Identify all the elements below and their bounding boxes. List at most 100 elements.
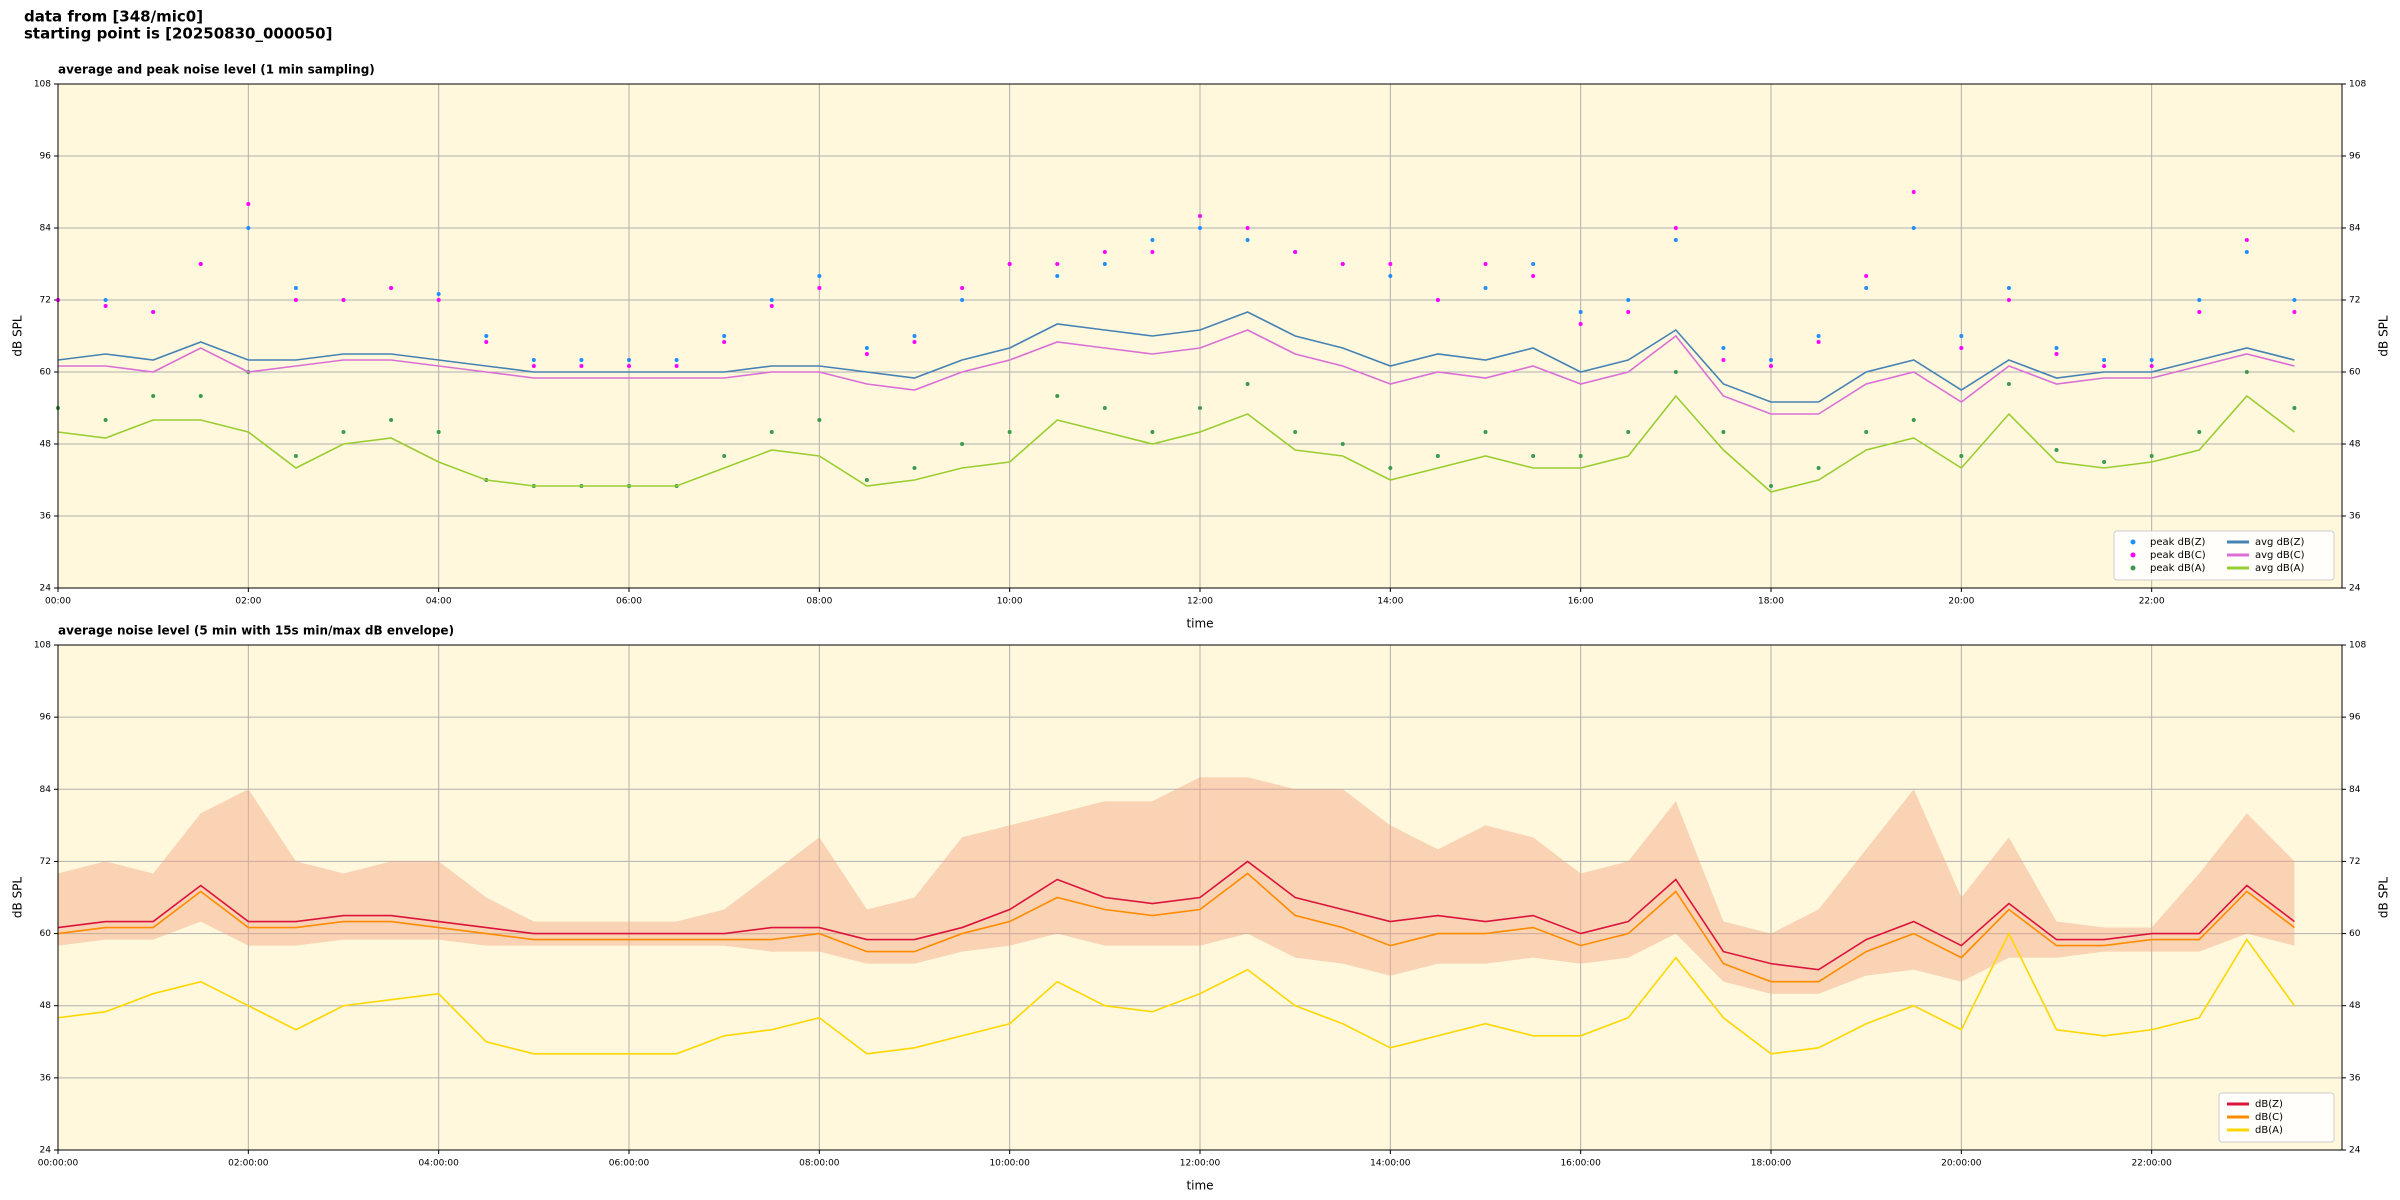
peak-dot [1340,442,1345,446]
y-tick-label: 108 [2349,641,2366,651]
legend-label: peak dB(Z) [2150,537,2206,548]
peak-dot [103,298,108,302]
peak-dot [2102,460,2107,464]
peak-dot [198,262,203,266]
series-line [58,329,2295,415]
y-tick-label: 108 [34,80,51,90]
x-tick-label: 06:00 [616,597,642,607]
y-tick-label: 96 [40,152,52,162]
peak-dot [674,364,679,368]
legend-label: peak dB(A) [2150,563,2206,574]
x-tick-label: 12:00:00 [1180,1159,1221,1169]
peak-dot [1721,430,1726,434]
peak-dot [1245,238,1250,242]
legend-marker [2130,539,2136,545]
peak-dot [1483,262,1488,266]
y-tick-label: 72 [2349,857,2360,867]
y-tick-label: 96 [2349,152,2361,162]
y-tick-label: 48 [2349,1001,2361,1011]
peak-dot [1150,430,1155,434]
peak-dot [2197,310,2202,314]
peak-dot [1007,262,1012,266]
peak-dot [2197,430,2202,434]
y-tick-label: 84 [2349,785,2361,795]
chart-title: average noise level (5 min with 15s min/… [58,624,454,638]
peak-dot [1293,250,1298,254]
x-tick-label: 18:00 [1758,597,1784,607]
peak-dot [722,454,727,458]
peak-dot [722,334,727,338]
peak-dot [1959,346,1964,350]
peak-dot [960,286,965,290]
x-tick-label: 22:00:00 [2131,1159,2172,1169]
y-axis-label: dB SPL [2377,877,2391,919]
legend-label: peak dB(C) [2150,550,2206,561]
y-tick-label: 36 [2349,1073,2361,1083]
peak-dot [2006,382,2011,386]
legend-label: avg dB(A) [2255,563,2305,574]
plot-frame [57,83,2343,589]
x-tick-label: 10:00:00 [989,1159,1030,1169]
peak-dot [341,298,346,302]
peak-dot [912,466,917,470]
peak-dot [1435,454,1440,458]
peak-dot [627,364,631,368]
peak-dot [2102,358,2107,362]
y-axis-label: dB SPL [11,315,25,357]
peak-dot [1102,262,1107,266]
peak-dot [389,418,394,422]
peak-dot [1435,298,1440,302]
y-tick-label: 96 [40,713,52,723]
peak-dot [2292,310,2297,314]
series-line [57,860,2295,971]
peak-dot [1673,226,1678,230]
y-tick-label: 48 [40,1001,52,1011]
y-tick-label: 60 [40,929,52,939]
peak-dot [1626,310,1631,314]
peak-dot [1245,226,1250,230]
peak-dot [2054,448,2059,452]
y-tick-label: 36 [40,1073,52,1083]
peak-dot [531,364,536,368]
x-tick-label: 22:00 [2139,597,2165,607]
peak-dot [1769,484,1773,488]
y-tick-label: 84 [40,224,52,234]
legend-label: dB(C) [2255,1112,2283,1123]
y-tick-label: 36 [40,512,52,522]
x-tick-label: 04:00 [426,597,452,607]
peak-dot [2244,370,2249,374]
peak-dot [1769,358,1773,362]
peak-dot [436,298,441,302]
peak-dot [293,298,298,302]
peak-dot [1578,322,1583,326]
peak-dot [1864,286,1869,290]
peak-dot [1864,430,1869,434]
peak-dot [198,394,203,398]
peak-dot [627,358,631,362]
peak-dot [246,226,251,230]
y-tick-label: 72 [40,857,51,867]
peak-dot [2292,406,2297,410]
peak-dot [769,304,774,308]
peak-dot [579,364,584,368]
peak-dot [484,334,489,338]
peak-dot [1055,274,1060,278]
peak-dot [151,310,156,314]
legend-marker [2130,565,2136,571]
peak-dot [1721,346,1726,350]
y-tick-label: 72 [2349,296,2360,306]
legend-label: avg dB(C) [2255,550,2305,561]
peak-dot [1198,406,1202,410]
legend-label: dB(Z) [2255,1099,2283,1110]
x-tick-label: 20:00 [1948,597,1974,607]
peak-dot [2149,364,2154,368]
x-tick-label: 14:00:00 [1370,1159,1411,1169]
peak-dot [2244,238,2249,242]
y-tick-label: 60 [2349,929,2361,939]
peak-dot [436,430,441,434]
peak-dot [2197,298,2202,302]
series-line [57,931,2296,1055]
x-axis-label: time [1186,1179,1213,1193]
peak-dot [1388,466,1393,470]
